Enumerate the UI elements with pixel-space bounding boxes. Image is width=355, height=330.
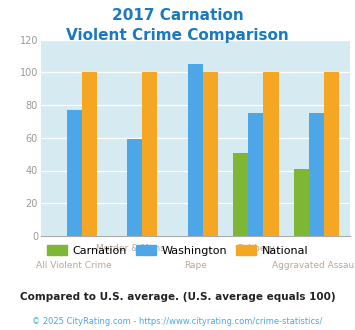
Text: © 2025 CityRating.com - https://www.cityrating.com/crime-statistics/: © 2025 CityRating.com - https://www.city… — [32, 317, 323, 326]
Text: 2017 Carnation: 2017 Carnation — [111, 8, 244, 23]
Bar — [309, 113, 324, 236]
Bar — [294, 169, 309, 236]
Bar — [67, 110, 82, 236]
Bar — [248, 113, 263, 236]
Text: Robbery: Robbery — [237, 244, 275, 253]
Bar — [188, 64, 203, 236]
Bar — [233, 152, 248, 236]
Bar — [263, 72, 279, 236]
Legend: Carnation, Washington, National: Carnation, Washington, National — [43, 241, 312, 260]
Bar — [203, 72, 218, 236]
Bar — [324, 72, 339, 236]
Text: Murder & Mans...: Murder & Mans... — [96, 244, 173, 253]
Bar — [127, 139, 142, 236]
Text: Aggravated Assault: Aggravated Assault — [272, 261, 355, 270]
Text: Rape: Rape — [184, 261, 207, 270]
Text: Compared to U.S. average. (U.S. average equals 100): Compared to U.S. average. (U.S. average … — [20, 292, 335, 302]
Text: All Violent Crime: All Violent Crime — [36, 261, 112, 270]
Bar — [82, 72, 97, 236]
Text: Violent Crime Comparison: Violent Crime Comparison — [66, 28, 289, 43]
Bar — [142, 72, 157, 236]
